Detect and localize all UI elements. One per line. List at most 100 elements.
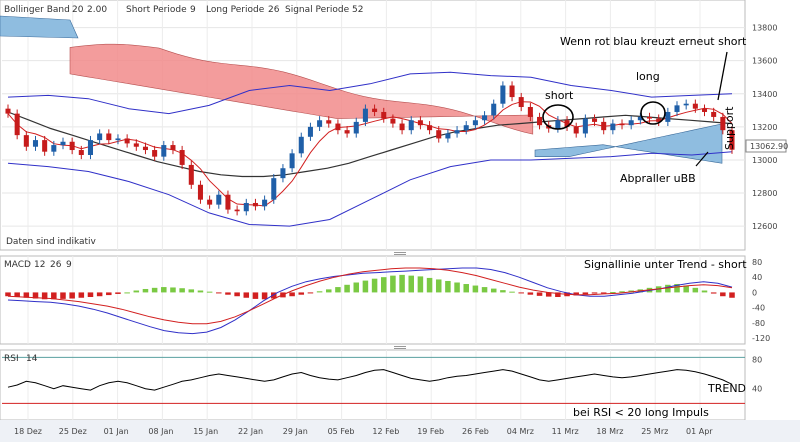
candle-body xyxy=(445,133,451,139)
candle-body xyxy=(326,120,332,124)
macd-bar xyxy=(674,284,680,293)
x-tick-label: 04 Mrz xyxy=(507,427,534,436)
macd-bar xyxy=(390,275,396,293)
macd-bar xyxy=(106,292,112,296)
candle-body xyxy=(463,125,469,131)
macd-bar xyxy=(701,290,708,293)
macd-bar xyxy=(225,292,231,295)
macd-bar xyxy=(252,292,259,299)
x-tick-label: 11 Mrz xyxy=(552,427,579,436)
macd-bar xyxy=(720,292,726,297)
current-price-tag xyxy=(745,139,787,153)
candle-body xyxy=(207,199,213,205)
macd-bar xyxy=(316,291,323,293)
macd-bar xyxy=(261,292,268,300)
macd-bar xyxy=(115,292,121,294)
macd-bar xyxy=(188,289,195,293)
price-tick-label: 13800 xyxy=(752,24,777,33)
candle-body xyxy=(225,194,231,210)
macd-param-2: 26 xyxy=(50,260,62,270)
macd-bar xyxy=(610,292,616,294)
macd-bar xyxy=(23,292,30,298)
candle-body xyxy=(243,202,249,212)
candle-body xyxy=(317,120,323,127)
candle-body xyxy=(417,120,423,126)
candle-body xyxy=(78,150,84,155)
rsi-line xyxy=(7,369,733,391)
x-tick-label: 08 Jan xyxy=(148,427,173,436)
candle-body xyxy=(555,120,561,129)
macd-bar xyxy=(619,291,625,293)
candle-body xyxy=(674,105,680,112)
macd-bar xyxy=(14,292,20,297)
signal-periode-value: 52 xyxy=(352,5,363,15)
candle-body xyxy=(179,150,185,165)
candle-body xyxy=(262,199,268,207)
candle-body xyxy=(115,138,121,141)
candle-body xyxy=(87,140,94,155)
candle-body xyxy=(197,184,203,200)
bollinger-label: Bollinger Band xyxy=(4,5,70,15)
candle-body xyxy=(592,118,598,122)
rsi-label: RSI xyxy=(4,354,19,364)
price-tick-label: 13400 xyxy=(752,90,777,99)
short-periode-value: 9 xyxy=(190,5,196,15)
macd-bar xyxy=(463,284,469,293)
macd-bar xyxy=(591,292,598,294)
macd-bar xyxy=(408,275,415,293)
candle-body xyxy=(97,133,103,141)
short-circle xyxy=(542,104,574,130)
macd-bar xyxy=(371,278,378,293)
macd-param-1: 12 xyxy=(34,260,45,270)
candle-body xyxy=(280,168,286,179)
macd-bar xyxy=(133,290,140,293)
macd-bar xyxy=(573,292,579,296)
candle-body xyxy=(32,140,39,147)
candle-body xyxy=(582,118,588,134)
long-periode-label: Long Periode xyxy=(206,5,265,15)
macd-bar xyxy=(490,288,497,293)
candle-body xyxy=(142,146,148,151)
candle-body xyxy=(527,107,533,117)
macd-bar xyxy=(206,291,213,293)
macd-bar xyxy=(426,277,433,293)
macd-bar xyxy=(344,284,350,293)
candle-body xyxy=(711,111,717,117)
candle-body xyxy=(637,116,643,121)
x-tick-label: 19 Feb xyxy=(417,427,444,436)
candle-body xyxy=(234,209,240,212)
macd-bar xyxy=(124,292,130,294)
macd-bar xyxy=(5,292,11,297)
macd-bar xyxy=(216,292,222,294)
macd-bar xyxy=(78,292,85,298)
panel-splitter[interactable] xyxy=(394,346,406,349)
cloud-blue-left xyxy=(0,15,79,39)
macd-bar xyxy=(151,287,158,293)
candle-body xyxy=(42,140,48,152)
annotation-macd-note: Signallinie unter Trend - short xyxy=(584,258,747,271)
candle-body xyxy=(472,120,478,126)
price-tick-label: 13200 xyxy=(752,123,777,132)
macd-tick-label: -80 xyxy=(752,319,765,328)
macd-bar xyxy=(96,292,103,297)
signal-periode-label: Signal Periode xyxy=(285,5,350,15)
candle-body xyxy=(482,115,488,121)
macd-bar xyxy=(710,292,717,294)
candle-body xyxy=(381,111,387,119)
candle-body xyxy=(335,123,341,131)
macd-bar xyxy=(527,292,534,295)
macd-line xyxy=(7,267,733,335)
macd-bar xyxy=(555,292,561,297)
rsi-tick-label: 80 xyxy=(752,355,762,364)
panel-splitter[interactable] xyxy=(394,252,406,255)
x-tick-label: 18 Dez xyxy=(14,427,42,436)
candle-body xyxy=(518,97,524,108)
macd-bar xyxy=(417,276,424,293)
x-tick-label: 01 Apr xyxy=(686,427,713,436)
macd-bar xyxy=(170,287,176,293)
x-tick-label: 01 Jan xyxy=(104,427,129,436)
x-tick-label: 15 Jan xyxy=(193,427,218,436)
candle-body xyxy=(344,130,350,134)
candle-body xyxy=(729,130,735,150)
